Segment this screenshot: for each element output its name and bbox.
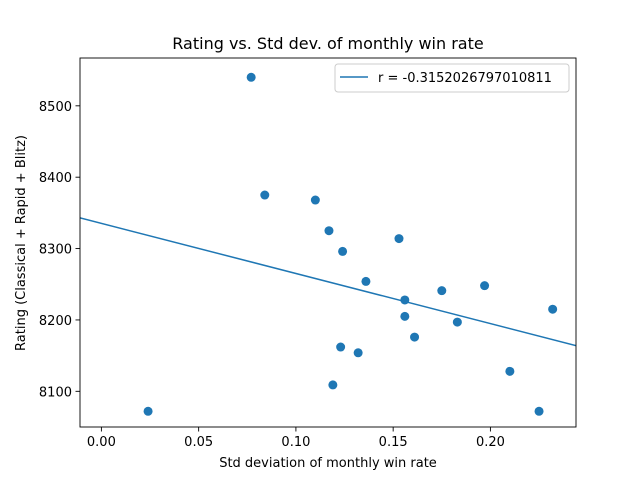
plot-area: 0.00 0.05 0.10 0.15 0.20 8100 8200 8300 8400 8500…: [39, 57, 577, 450]
legend-box: [334, 63, 570, 93]
legend-label: r = -0.3152026797010811: [378, 71, 552, 86]
scatter-point-7: [400, 295, 410, 305]
plot-frame: [79, 57, 577, 428]
x-tick-label-2: 0.10: [281, 435, 310, 450]
x-tick-label-4: 0.20: [476, 435, 505, 450]
y-axis-label: Rating (Classical + Rapid + Blitz): [14, 135, 29, 351]
x-tick-label-3: 0.15: [379, 435, 408, 450]
y-tick-label-1: 8200: [39, 314, 72, 329]
scatter-point-18: [143, 406, 153, 416]
scatter-point-12: [410, 332, 420, 342]
scatter-point-16: [328, 380, 338, 390]
scatter-point-5: [394, 234, 404, 244]
chart-title: Rating vs. Std dev. of monthly win rate: [172, 34, 483, 53]
x-tick-label-1: 0.05: [184, 435, 213, 450]
y-tick-label-2: 8300: [39, 243, 72, 258]
scatter-point-0: [246, 72, 256, 82]
scatter-point-17: [505, 366, 515, 376]
fit-line: [80, 217, 576, 347]
y-tick-label-3: 8400: [39, 171, 72, 186]
y-tick-label-4: 8500: [39, 100, 72, 115]
scatter-point-2: [310, 195, 320, 205]
scatter-point-19: [534, 406, 544, 416]
scatter-point-1: [260, 190, 270, 200]
x-axis-label: Std deviation of monthly win rate: [219, 456, 437, 471]
scatter-point-8: [437, 286, 447, 296]
scatter-point-6: [361, 276, 371, 286]
scatter-point-15: [353, 348, 363, 358]
y-tick-label-0: 8100: [39, 385, 72, 400]
scatter-point-11: [452, 317, 462, 327]
x-tick-label-0: 0.00: [87, 435, 116, 450]
scatter-point-10: [400, 311, 410, 321]
scatter-point-9: [480, 281, 490, 291]
scatter-point-14: [336, 342, 346, 352]
scatter-point-13: [548, 304, 558, 314]
scatter-point-4: [338, 246, 348, 256]
scatter-point-3: [324, 226, 334, 236]
